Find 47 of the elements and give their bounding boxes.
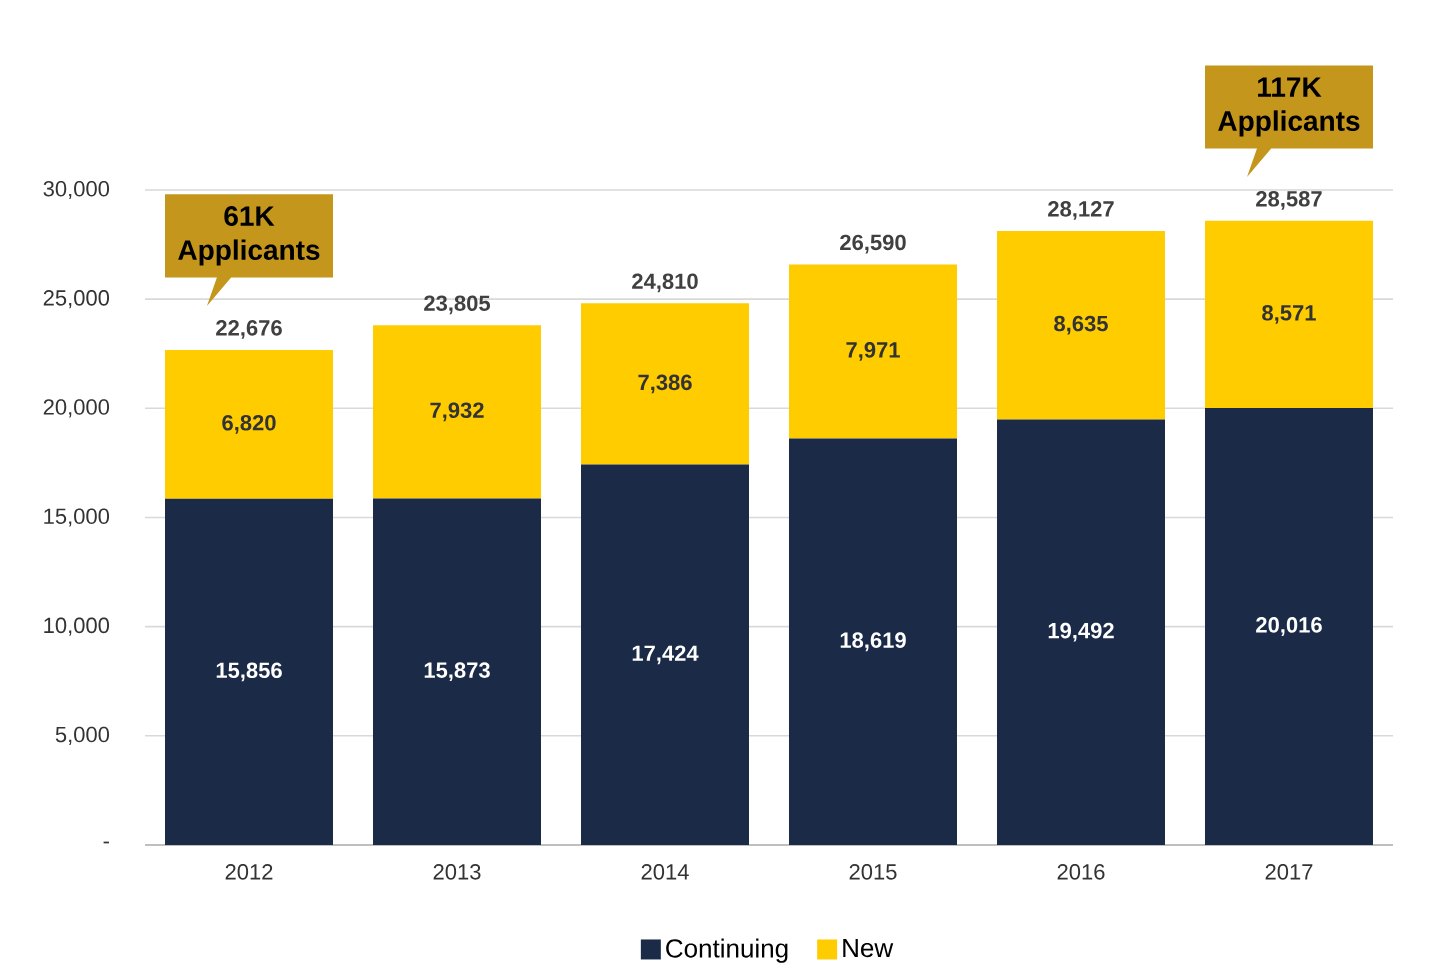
total-label: 26,590 [840,234,906,254]
text: 117K Applicants [1218,77,1360,137]
bar [581,303,749,465]
total-label: 28,127 [1048,201,1114,220]
bar [165,349,334,499]
bar [789,438,957,845]
data-label: 7,971 [846,342,900,361]
bar [165,498,334,845]
data-label: 18,619 [840,632,906,652]
y-tick-label: 10,000 [44,617,110,636]
x-tick-label: 2012 [225,864,273,880]
y-tick-label: - [103,841,109,844]
data-label: 7,386 [638,374,692,394]
data-label: 15,856 [216,662,282,682]
total-label: 22,676 [216,320,282,339]
bar [373,325,541,499]
x-tick-label: 2016 [1057,864,1105,880]
y-tick-label: 5,000 [55,726,110,745]
data-label: 17,424 [632,645,699,665]
y-tick-label: 30,000 [43,180,110,200]
data-label: 20,016 [1256,617,1322,636]
data-label: 6,820 [222,414,276,434]
y-tick-label: 25,000 [43,290,110,309]
bar [997,230,1165,420]
data-label: 7,932 [430,402,484,422]
legend-label: New [843,939,894,958]
data-label: 15,873 [424,662,490,682]
data-label: 8,571 [1262,305,1316,324]
x-tick-label: 2015 [849,864,897,880]
legend-label: Continuing [666,938,788,963]
total-label: 28,587 [1256,191,1322,210]
bar [997,419,1165,845]
y-tick-label: 15,000 [44,508,110,527]
data-label: 8,635 [1054,315,1108,335]
x-tick-label: 2017 [1265,864,1313,880]
x-tick-label: 2013 [433,864,481,880]
total-label: 23,805 [424,295,491,315]
data-label: 19,492 [1048,622,1114,642]
total-label: 24,810 [632,273,698,293]
bar [1204,407,1373,845]
annotation: 61K Applicants [178,206,320,266]
y-tick-label: 20,000 [43,399,110,418]
x-tick-label: 2014 [641,864,689,880]
bar [789,264,957,439]
bar [373,498,541,845]
bar [1204,220,1373,408]
bar [581,464,749,845]
